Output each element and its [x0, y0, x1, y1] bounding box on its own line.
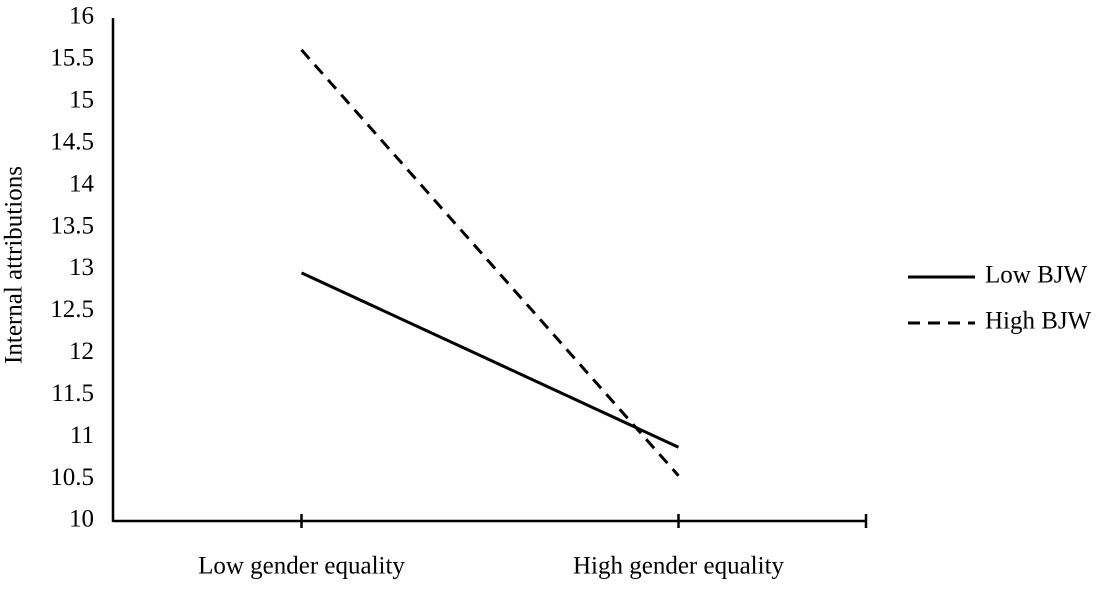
y-tick-label: 12 [69, 338, 94, 365]
x-tick-label: High gender equality [573, 553, 785, 580]
y-axis-label: Internal attributions [1, 166, 28, 364]
series-line [300, 48, 680, 477]
series-line [300, 271, 680, 449]
y-tick-label: 13.5 [50, 212, 94, 239]
legend-label: High BJW [985, 308, 1092, 335]
legend-label: Low BJW [985, 262, 1087, 289]
y-tick-label: 10.5 [50, 464, 94, 491]
y-tick-label: 11.5 [51, 380, 94, 407]
x-tick-label: Low gender equality [198, 553, 405, 580]
y-tick-label: 14.5 [50, 128, 94, 155]
y-tick-label: 14 [69, 170, 95, 197]
y-tick-label: 12.5 [50, 296, 94, 323]
y-tick-label: 11 [70, 422, 94, 449]
y-tick-label: 15 [69, 87, 94, 114]
y-tick-label: 16 [69, 3, 94, 30]
y-tick-label: 15.5 [50, 45, 94, 72]
y-tick-label: 10 [69, 506, 94, 533]
y-tick-label: 13 [69, 254, 94, 281]
